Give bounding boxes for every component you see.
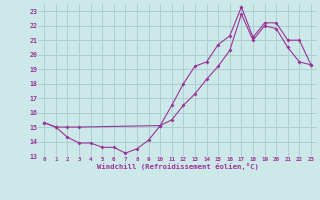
X-axis label: Windchill (Refroidissement éolien,°C): Windchill (Refroidissement éolien,°C): [97, 163, 259, 170]
